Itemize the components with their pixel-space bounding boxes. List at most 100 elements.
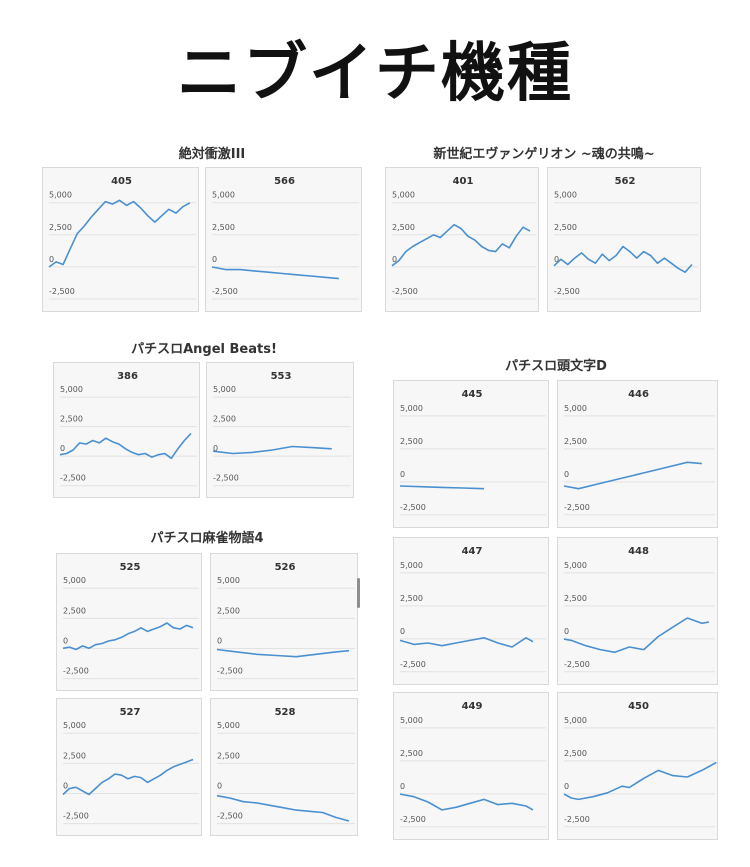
chart-svg: 445 5,000 2,500 0 -2,500 bbox=[399, 389, 546, 516]
y-tick-label: -2,500 bbox=[554, 287, 580, 296]
chart-title: 446 bbox=[628, 389, 649, 400]
y-tick-label: -2,500 bbox=[564, 815, 590, 824]
chart-panel-449: 449 5,000 2,500 0 -2,500 bbox=[393, 692, 549, 840]
y-tick-label: 5,000 bbox=[564, 561, 587, 570]
chart-title: 401 bbox=[453, 176, 474, 187]
y-tick-label: 0 bbox=[63, 781, 68, 790]
chart-title: 527 bbox=[120, 707, 141, 718]
y-tick-label: 0 bbox=[400, 627, 405, 636]
group-title-zettai: 絶対衝激III bbox=[178, 147, 246, 162]
y-tick-label: 2,500 bbox=[400, 437, 423, 446]
y-tick-label: 0 bbox=[63, 636, 68, 645]
y-tick-label: 5,000 bbox=[217, 721, 240, 730]
series-line bbox=[553, 245, 693, 273]
series-line bbox=[216, 794, 350, 822]
y-tick-label: 0 bbox=[400, 470, 405, 479]
y-tick-label: 2,500 bbox=[564, 594, 587, 603]
series-line bbox=[563, 461, 702, 490]
chart-panel-405: 405 5,000 2,500 0 -2,500 bbox=[42, 167, 199, 312]
group-title-mahjong: パチスロ麻雀物語4 bbox=[150, 531, 264, 546]
chart-svg: 448 5,000 2,500 0 -2,500 bbox=[563, 546, 715, 673]
y-tick-label: 5,000 bbox=[400, 404, 423, 413]
chart-panel-526: 526 5,000 2,500 0 -2,500 bbox=[210, 553, 358, 691]
y-tick-label: 5,000 bbox=[213, 385, 236, 394]
y-tick-label: 5,000 bbox=[400, 561, 423, 570]
chart-panel-566: 566 5,000 2,500 0 -2,500 bbox=[205, 167, 362, 312]
chart-svg: 401 5,000 2,500 0 -2,500 bbox=[391, 176, 536, 300]
chart-title: 526 bbox=[275, 562, 296, 573]
y-tick-label: -2,500 bbox=[63, 812, 89, 821]
y-tick-label: 5,000 bbox=[63, 721, 86, 730]
group-title-initial-d: パチスロ頭文字D bbox=[505, 359, 607, 374]
chart-title: 562 bbox=[615, 176, 636, 187]
chart-panel-446: 446 5,000 2,500 0 -2,500 bbox=[557, 380, 718, 528]
y-tick-label: -2,500 bbox=[400, 503, 426, 512]
y-tick-label: 5,000 bbox=[63, 576, 86, 585]
chart-title: 448 bbox=[628, 546, 649, 557]
y-tick-label: -2,500 bbox=[400, 660, 426, 669]
chart-svg: 528 5,000 2,500 0 -2,500 bbox=[216, 707, 355, 825]
y-tick-label: 5,000 bbox=[49, 191, 72, 200]
chart-title: 525 bbox=[120, 562, 141, 573]
y-tick-label: -2,500 bbox=[400, 815, 426, 824]
y-tick-label: -2,500 bbox=[213, 474, 239, 483]
chart-title: 566 bbox=[274, 176, 295, 187]
chart-title: 528 bbox=[275, 707, 296, 718]
series-line bbox=[59, 432, 192, 460]
y-tick-label: -2,500 bbox=[49, 287, 75, 296]
chart-svg: 526 5,000 2,500 0 -2,500 bbox=[216, 562, 355, 680]
y-tick-label: 5,000 bbox=[212, 191, 235, 200]
y-tick-label: -2,500 bbox=[392, 287, 418, 296]
y-tick-label: 0 bbox=[217, 636, 222, 645]
y-tick-label: 2,500 bbox=[63, 606, 86, 615]
chart-svg: 527 5,000 2,500 0 -2,500 bbox=[62, 707, 199, 825]
chart-panel-445: 445 5,000 2,500 0 -2,500 bbox=[393, 380, 549, 528]
group-title-angel-beats: パチスロAngel Beats! bbox=[131, 342, 277, 357]
series-line bbox=[62, 622, 194, 651]
chart-svg: 447 5,000 2,500 0 -2,500 bbox=[399, 546, 546, 673]
y-tick-label: 5,000 bbox=[400, 716, 423, 725]
y-tick-label: 2,500 bbox=[212, 223, 235, 232]
series-line bbox=[62, 758, 194, 796]
chart-panel-448: 448 5,000 2,500 0 -2,500 bbox=[557, 537, 718, 685]
chart-panel-525: 525 5,000 2,500 0 -2,500 bbox=[56, 553, 202, 691]
y-tick-label: 5,000 bbox=[60, 385, 83, 394]
y-tick-label: -2,500 bbox=[60, 474, 86, 483]
y-tick-label: -2,500 bbox=[212, 287, 238, 296]
y-tick-label: 0 bbox=[564, 627, 569, 636]
y-tick-label: 5,000 bbox=[217, 576, 240, 585]
y-tick-label: 5,000 bbox=[564, 716, 587, 725]
y-tick-label: 2,500 bbox=[217, 751, 240, 760]
series-line bbox=[399, 485, 485, 490]
series-line bbox=[399, 793, 534, 811]
y-tick-label: -2,500 bbox=[63, 667, 89, 676]
chart-svg: 449 5,000 2,500 0 -2,500 bbox=[399, 701, 546, 828]
y-tick-label: 2,500 bbox=[400, 749, 423, 758]
chart-svg: 553 5,000 2,500 0 -2,500 bbox=[212, 371, 351, 487]
chart-title: 449 bbox=[462, 701, 483, 712]
y-tick-label: 2,500 bbox=[564, 437, 587, 446]
series-line bbox=[211, 266, 339, 280]
series-line bbox=[48, 199, 191, 268]
chart-panel-527: 527 5,000 2,500 0 -2,500 bbox=[56, 698, 202, 836]
y-tick-label: -2,500 bbox=[564, 660, 590, 669]
chart-svg: 525 5,000 2,500 0 -2,500 bbox=[62, 562, 199, 680]
chart-svg: 386 5,000 2,500 0 -2,500 bbox=[59, 371, 197, 487]
y-tick-label: 0 bbox=[392, 255, 397, 264]
series-line bbox=[563, 761, 717, 801]
chart-panel-562: 562 5,000 2,500 0 -2,500 bbox=[547, 167, 701, 312]
y-tick-label: 2,500 bbox=[49, 223, 72, 232]
y-tick-label: 2,500 bbox=[564, 749, 587, 758]
chart-panel-447: 447 5,000 2,500 0 -2,500 bbox=[393, 537, 549, 685]
series-line bbox=[391, 223, 531, 267]
series-line bbox=[212, 445, 332, 455]
y-tick-label: 0 bbox=[564, 782, 569, 791]
chart-svg: 446 5,000 2,500 0 -2,500 bbox=[563, 389, 715, 516]
y-tick-label: 0 bbox=[60, 444, 65, 453]
chart-svg: 450 5,000 2,500 0 -2,500 bbox=[563, 701, 717, 828]
y-tick-label: 5,000 bbox=[554, 191, 577, 200]
scrollbar-thumb[interactable] bbox=[357, 578, 360, 608]
y-tick-label: 2,500 bbox=[63, 751, 86, 760]
y-tick-label: 0 bbox=[213, 444, 218, 453]
chart-title: 447 bbox=[462, 546, 483, 557]
